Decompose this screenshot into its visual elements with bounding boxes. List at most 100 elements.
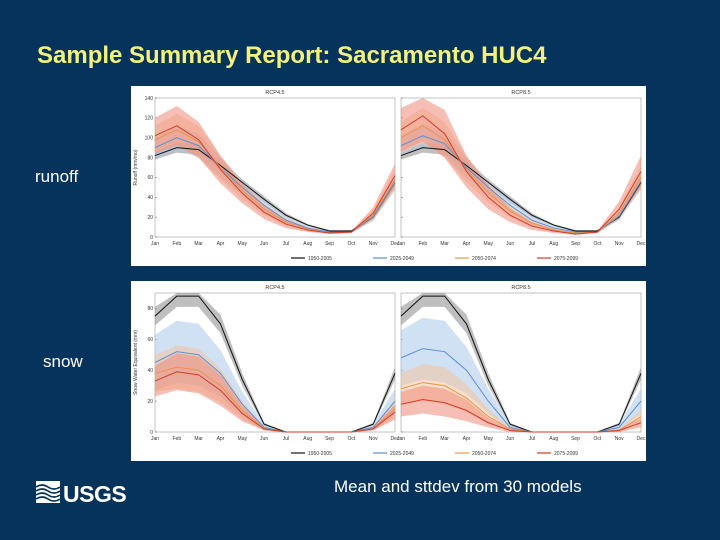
chart0-legend-label-1: 2025-2049 [390,256,414,262]
chart0-panel-1-xtick-6: Jul [529,241,535,247]
chart1-panel-1-xtick-9: Oct [593,436,601,442]
chart1-panel-0-xtick-6: Jul [283,436,289,442]
chart0-legend-label-2: 2050-2074 [472,256,496,262]
chart1-panel-0-xtick-0: Jan [151,436,159,442]
chart1-ytick-label-1: 20 [147,399,153,405]
snow-chart: Snow Water Equivalent (mm) RCP4.5 0 20 40 60 8… [131,281,646,461]
chart0-ytick-label-6: 120 [145,116,154,122]
usgs-logo-text: USGS [63,481,126,506]
chart0-panel-1: RCP8.5 Jan Feb Mar Apr May Jun Jul Aug Sep Oct Nov D… [397,90,646,247]
chart0-ytick-label-5: 100 [145,136,154,142]
chart0-panel-0-xtick-7: Aug [303,241,312,247]
chart1-panel-1: RCP8.5 Jan Feb Mar Apr May Jun Jul Aug Sep Oct Nov D… [397,285,646,442]
chart1-panel-0-xtick-11: Dec [391,436,400,442]
chart1-ylabel: Snow Water Equivalent (mm) [133,330,139,395]
chart1-panel-0-title: RCP4.5 [265,285,284,291]
chart1-panel-1-xtick-10: Nov [615,436,624,442]
chart1-legend-label-1: 2025-2049 [390,451,414,457]
chart1-panel-1-band-3 [401,385,641,432]
chart1-ytick-label-0: 0 [150,430,153,436]
chart0-panel-0-title: RCP4.5 [265,90,284,96]
chart1-panel-0-line-3 [154,371,396,433]
chart1-panel-1-xtick-1: Feb [419,436,428,442]
chart0-panel-1-xtick-7: Aug [549,241,558,247]
chart1-panel-0-xtick-2: Mar [194,436,203,442]
chart1-ytick-label-3: 60 [147,337,153,343]
runoff-chart: Runoff (mm/mo) RCP4.5 0 20 40 60 80 100 120 140 Ja… [131,86,646,266]
slide-title: Sample Summary Report: Sacramento HUC4 [37,42,547,69]
chart1-panel-0-band-1 [155,320,395,432]
chart0-panel-1-line-3 [400,115,642,235]
chart0-panel-0-band-3 [155,105,395,235]
chart1-legend-label-3: 2075-2099 [554,451,578,457]
chart1-panel-0-xtick-5: Jun [260,436,268,442]
chart0-panel-0-xtick-3: Apr [217,241,225,247]
chart1-panel-1-line-3 [400,399,642,433]
chart1-panel-1-line-1 [400,348,642,433]
chart1-panel-0: RCP4.5 0 20 40 60 80 Jan Feb Mar Apr May Jun Jul Aug S… [147,285,400,442]
chart1-panel-1-xtick-4: May [484,436,494,442]
chart0-panel-1-xtick-3: Apr [463,241,471,247]
chart0-panel-1-xtick-9: Oct [593,241,601,247]
chart1-panel-1-xtick-8: Sep [571,436,580,442]
chart1-panel-0-xtick-10: Nov [369,436,378,442]
chart1-panel-1-title: RCP8.5 [511,285,530,291]
chart1-legend-label-0: 1950-2005 [308,451,332,457]
chart1-panel-1-xtick-11: Dec [637,436,646,442]
chart1-panel-1-line-0 [400,295,642,433]
chart0-panel-1-band-3 [401,98,641,236]
chart0-panel-0-xtick-6: Jul [283,241,289,247]
chart1-legend-label-2: 2050-2074 [472,451,496,457]
chart0-ytick-label-7: 140 [145,96,154,102]
chart1-ytick-label-4: 80 [147,306,153,312]
chart1-panel-0-xtick-9: Oct [347,436,355,442]
chart0-ylabel: Runoff (mm/mo) [133,149,139,185]
chart1-panel-1-xtick-6: Jul [529,436,535,442]
chart0-ytick-label-1: 20 [147,215,153,221]
chart1-panel-0-xtick-7: Aug [303,436,312,442]
chart0-panel-1-xtick-1: Feb [419,241,428,247]
snow-label: snow [43,352,83,371]
chart0-panel-0: RCP4.5 0 20 40 60 80 100 120 140 Jan Feb Mar Apr May J… [145,90,400,247]
chart0-legend-label-3: 2075-2099 [554,256,578,262]
chart0-ytick-label-4: 80 [147,155,153,161]
usgs-logo-icon: USGS [36,481,127,506]
chart0-panel-1-xtick-8: Sep [571,241,580,247]
chart1-panel-1-band-1 [401,317,641,432]
chart0-panel-1-xtick-0: Jan [397,241,405,247]
chart0-ytick-label-3: 60 [147,175,153,181]
chart0-panel-0-xtick-5: Jun [260,241,268,247]
chart1-panel-1-band-2 [401,364,641,432]
chart1-panel-0-xtick-8: Sep [325,436,334,442]
chart0-panel-1-xtick-10: Nov [615,241,624,247]
chart0-panel-0-xtick-11: Dec [391,241,400,247]
chart0-panel-1-xtick-4: May [484,241,494,247]
chart1-panel-1-xtick-0: Jan [397,436,405,442]
chart0-panel-0-xtick-0: Jan [151,241,159,247]
runoff-chart-svg: Runoff (mm/mo) RCP4.5 0 20 40 60 80 100 120 140 Ja… [133,90,646,262]
chart0-legend-label-0: 1950-2005 [308,256,332,262]
chart1-legend: 1950-2005 2025-2049 2050-2074 2075-2099 [291,451,578,457]
chart0-panel-1-title: RCP8.5 [511,90,530,96]
chart0-panel-0-xtick-2: Mar [194,241,203,247]
chart1-panel-0-band-3 [155,353,395,432]
chart1-panel-1-xtick-5: Jun [506,436,514,442]
runoff-label: runoff [35,167,79,186]
chart1-panel-0-band-0 [155,293,395,432]
chart1-panel-1-xtick-7: Aug [549,436,558,442]
chart1-panel-1-xtick-3: Apr [463,436,471,442]
chart0-panel-1-xtick-11: Dec [637,241,646,247]
chart0-panel-0-line-3 [154,125,396,234]
chart0-panel-0-xtick-4: May [238,241,248,247]
chart1-panel-1-xtick-2: Mar [440,436,449,442]
chart0-legend: 1950-2005 2025-2049 2050-2074 2075-2099 [291,256,578,262]
chart0-panel-0-xtick-10: Nov [369,241,378,247]
footnote: Mean and sttdev from 30 models [334,477,582,496]
snow-chart-svg: Snow Water Equivalent (mm) RCP4.5 0 20 40 60 8… [133,285,646,457]
chart0-panel-1-xtick-5: Jun [506,241,514,247]
chart0-ytick-label-2: 40 [147,195,153,201]
chart1-panel-0-xtick-4: May [238,436,248,442]
chart1-panel-0-line-0 [154,295,396,433]
chart1-ytick-label-2: 40 [147,368,153,374]
chart1-panel-0-xtick-1: Feb [173,436,182,442]
